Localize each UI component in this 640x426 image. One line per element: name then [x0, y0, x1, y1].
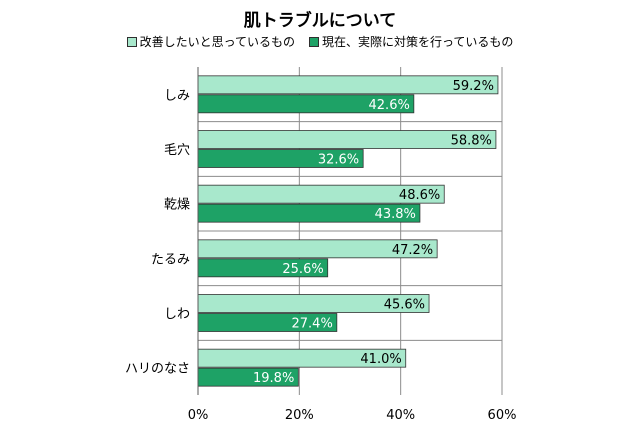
chart-legend: 改善したいと思っているもの 現在、実際に対策を行っているもの [0, 33, 640, 50]
category-label: 毛穴 [164, 143, 190, 158]
legend-swatch-series-1 [126, 36, 137, 47]
legend-swatch-series-2 [309, 36, 319, 47]
bar-label-series-2: 25.6% [282, 262, 323, 277]
x-tick-label: 40% [386, 408, 415, 423]
category-label: 乾燥 [164, 198, 190, 213]
bar-label-series-2: 27.4% [292, 317, 333, 332]
bar-label-series-2: 42.6% [369, 98, 410, 113]
category-label: たるみ [151, 252, 190, 267]
bar-label-series-1: 41.0% [360, 352, 401, 367]
bar-label-series-1: 58.8% [451, 134, 492, 149]
x-tick-label: 60% [488, 408, 517, 423]
chart-title: 肌トラブルについて [243, 11, 397, 31]
bar-label-series-2: 32.6% [318, 153, 359, 168]
x-tick-label: 0% [188, 408, 209, 423]
bar-label-series-1: 47.2% [392, 243, 433, 258]
x-tick-label: 20% [285, 408, 314, 423]
category-label: しみ [164, 88, 190, 103]
bar-label-series-2: 43.8% [375, 207, 416, 222]
legend-label-series-2: 現在、実際に対策を行っているもの [322, 35, 514, 49]
bar-label-series-1: 45.6% [384, 298, 425, 313]
bar-label-series-1: 59.2% [453, 79, 494, 94]
category-label: ハリのなさ [125, 362, 190, 377]
legend-item-series-2: 現在、実際に対策を行っているもの [309, 33, 513, 50]
legend-label-series-1: 改善したいと思っているもの [139, 35, 295, 49]
bar-label-series-2: 19.8% [253, 371, 294, 386]
bar-label-series-1: 48.6% [399, 188, 440, 203]
category-label: しわ [164, 307, 190, 322]
legend-item-series-1: 改善したいと思っているもの [126, 33, 295, 50]
